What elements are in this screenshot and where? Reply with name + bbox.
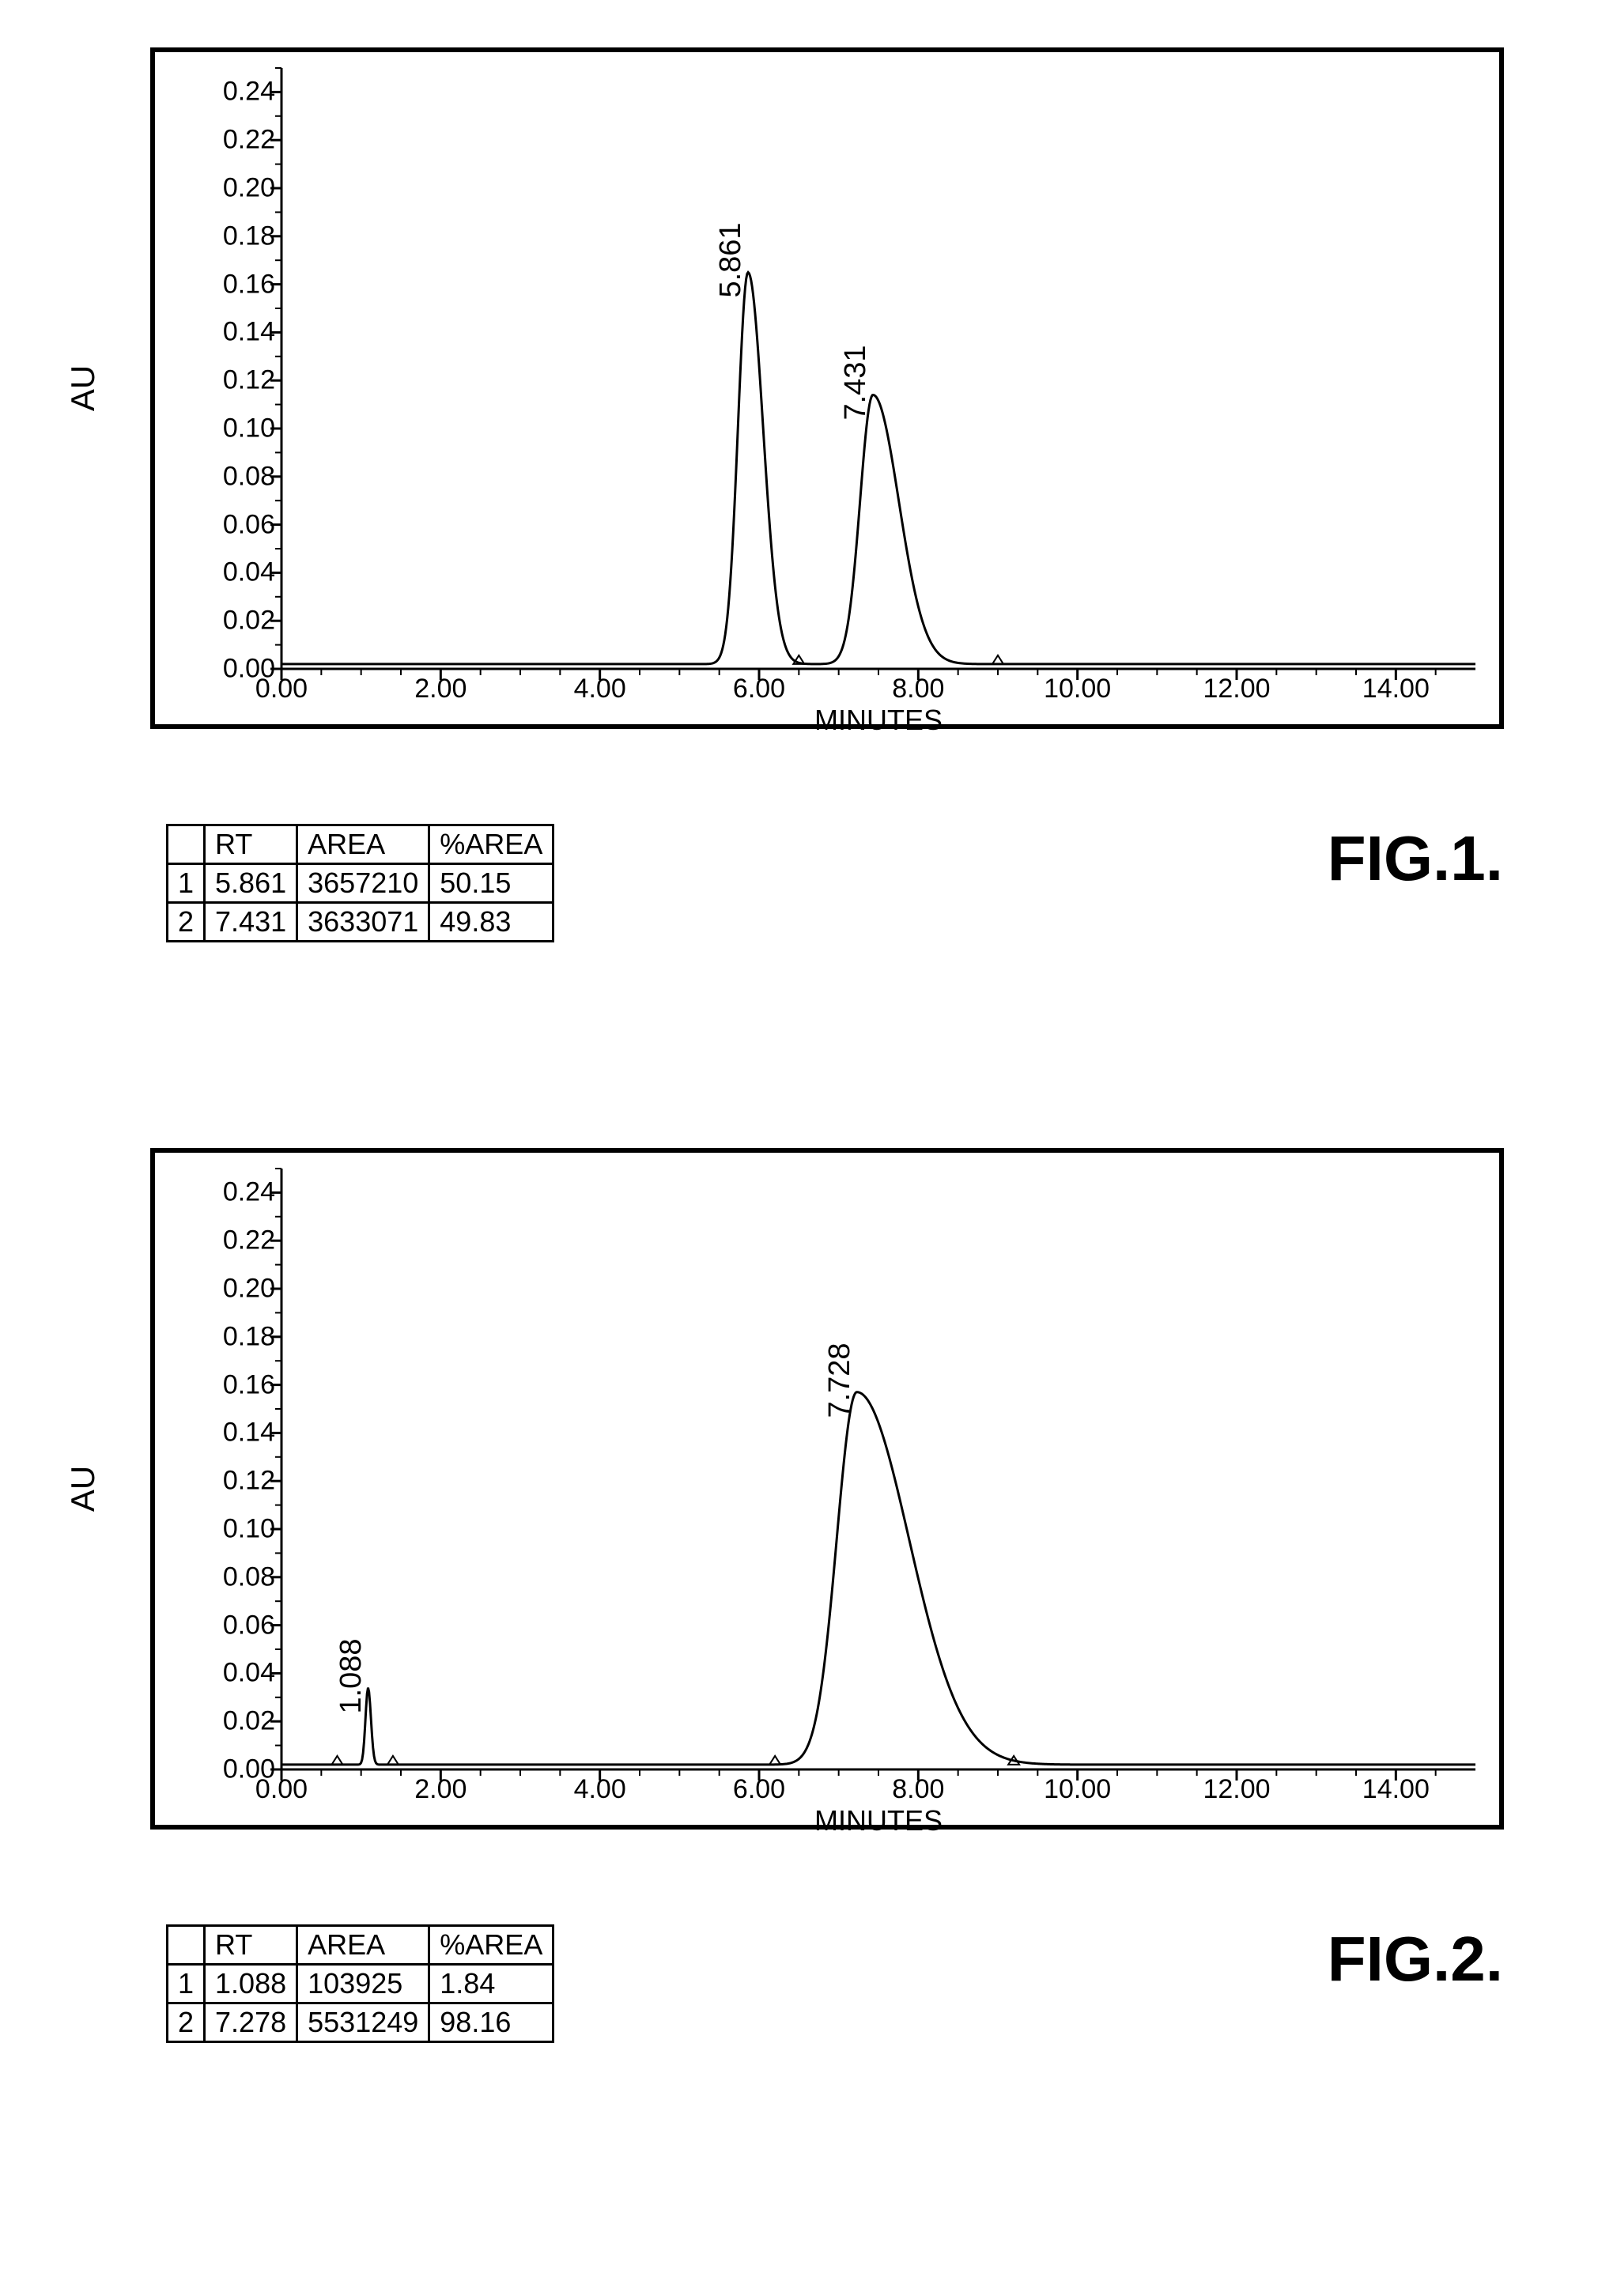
table-header: RT [205,825,297,864]
table-cell: 1.84 [429,1965,553,2003]
table-row: 11.0881039251.84 [168,1965,553,2003]
y-tick-label: 0.08 [223,461,275,492]
table-row: 15.861365721050.15 [168,864,553,903]
figure-caption: FIG.1. [1328,822,1503,895]
table-cell: 5531249 [297,2003,429,2042]
table-cell: 2 [168,2003,205,2042]
table-header: AREA [297,825,429,864]
y-tick-label: 0.04 [223,557,275,588]
x-axis-title: MINUTES [814,1804,943,1837]
x-tick-label: 6.00 [733,1774,785,1805]
figure-block: AU0.000.020.040.060.080.100.120.140.160.… [47,1148,1551,2043]
chart-svg [281,68,1475,669]
y-tick-label: 0.16 [223,269,275,300]
table-cell: 1 [168,1965,205,2003]
table-cell: 3633071 [297,903,429,942]
table-cell: 7.431 [205,903,297,942]
table-header [168,825,205,864]
x-tick-label: 6.00 [733,674,785,704]
x-tick-label: 12.00 [1203,1774,1270,1805]
x-tick-label: 8.00 [892,1774,944,1805]
table-header: AREA [297,1926,429,1965]
plot-area: 0.000.020.040.060.080.100.120.140.160.18… [281,68,1475,669]
y-tick-label: 0.22 [223,1225,275,1256]
x-tick-label: 0.00 [255,1774,308,1805]
table-cell: 5.861 [205,864,297,903]
x-tick-label: 4.00 [574,1774,626,1805]
y-tick-label: 0.06 [223,509,275,540]
figure-caption: FIG.2. [1328,1923,1503,1996]
y-tick-label: 0.18 [223,221,275,251]
peak-label: 5.861 [714,223,748,298]
table-header: %AREA [429,825,553,864]
table-header: %AREA [429,1926,553,1965]
trace-line [281,272,1475,664]
table-cell: 1 [168,864,205,903]
table-header: RT [205,1926,297,1965]
y-tick-label: 0.12 [223,365,275,396]
plot-area: 0.000.020.040.060.080.100.120.140.160.18… [281,1169,1475,1769]
table-cell: 1.088 [205,1965,297,2003]
y-tick-label: 0.10 [223,1514,275,1545]
y-axis-label: AU [64,1466,102,1512]
table-cell: 103925 [297,1965,429,2003]
x-tick-label: 8.00 [892,674,944,704]
x-axis-title: MINUTES [814,704,943,737]
y-tick-label: 0.02 [223,606,275,636]
figure-block: AU0.000.020.040.060.080.100.120.140.160.… [47,47,1551,942]
y-tick-label: 0.10 [223,414,275,444]
peak-label: 7.728 [823,1342,857,1418]
y-tick-label: 0.22 [223,125,275,156]
table-cell: 50.15 [429,864,553,903]
x-tick-label: 10.00 [1044,1774,1111,1805]
x-tick-label: 10.00 [1044,674,1111,704]
y-tick-label: 0.06 [223,1610,275,1641]
y-tick-label: 0.16 [223,1369,275,1400]
table-cell: 3657210 [297,864,429,903]
peak-label: 1.088 [334,1638,368,1713]
y-tick-label: 0.18 [223,1321,275,1352]
y-axis-label: AU [64,365,102,411]
x-tick-label: 2.00 [414,674,467,704]
table-cell: 49.83 [429,903,553,942]
y-tick-label: 0.24 [223,1177,275,1208]
y-tick-label: 0.24 [223,77,275,108]
table-cell: 7.278 [205,2003,297,2042]
y-tick-label: 0.02 [223,1706,275,1737]
data-table: RTAREA%AREA11.0881039251.8427.2785531249… [166,1924,554,2043]
chart-frame: AU0.000.020.040.060.080.100.120.140.160.… [150,47,1504,729]
x-tick-label: 0.00 [255,674,308,704]
y-tick-label: 0.14 [223,317,275,348]
y-tick-label: 0.12 [223,1466,275,1497]
y-tick-label: 0.08 [223,1562,275,1592]
data-table: RTAREA%AREA15.861365721050.1527.43136330… [166,824,554,942]
table-row: 27.278553124998.16 [168,2003,553,2042]
trace-line [281,1392,1475,1765]
chart-svg [281,1169,1475,1769]
x-tick-label: 14.00 [1362,1774,1430,1805]
x-tick-label: 12.00 [1203,674,1270,704]
table-cell: 98.16 [429,2003,553,2042]
x-tick-label: 2.00 [414,1774,467,1805]
table-header [168,1926,205,1965]
y-tick-label: 0.14 [223,1418,275,1448]
peak-label: 7.431 [839,346,873,421]
x-tick-label: 4.00 [574,674,626,704]
table-row: 27.431363307149.83 [168,903,553,942]
y-tick-label: 0.20 [223,1274,275,1305]
x-tick-label: 14.00 [1362,674,1430,704]
chart-frame: AU0.000.020.040.060.080.100.120.140.160.… [150,1148,1504,1830]
y-tick-label: 0.20 [223,173,275,204]
y-tick-label: 0.04 [223,1658,275,1689]
table-cell: 2 [168,903,205,942]
